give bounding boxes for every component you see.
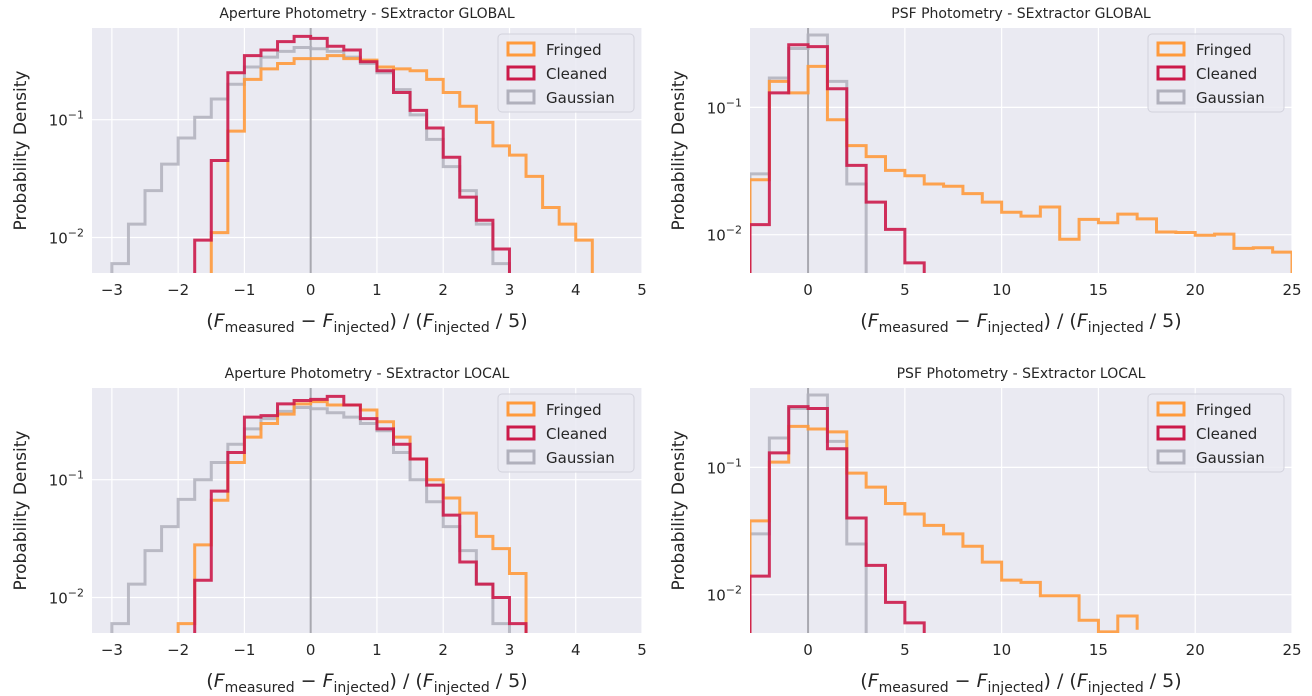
x-tick-label: 0 xyxy=(803,281,813,299)
x-tick-label: 3 xyxy=(505,281,515,299)
legend-label-gaussian: Gaussian xyxy=(546,89,615,107)
x-tick-label: 20 xyxy=(1186,641,1205,659)
y-tick-label: 10−1 xyxy=(707,456,742,477)
y-tick-label: 10−1 xyxy=(49,109,84,130)
legend-label-cleaned: Cleaned xyxy=(1196,65,1257,83)
x-tick-label: 4 xyxy=(571,281,581,299)
series-gaussian xyxy=(110,45,511,273)
series-fringed xyxy=(209,54,594,273)
x-tick-label: 0 xyxy=(803,641,813,659)
series-group xyxy=(110,394,528,633)
x-tick-label: 10 xyxy=(992,281,1011,299)
x-tick-label: 25 xyxy=(1282,641,1301,659)
legend: Fringed Cleaned Gaussian xyxy=(1147,393,1285,473)
x-tick-label: 10 xyxy=(992,641,1011,659)
legend-label-fringed: Fringed xyxy=(546,401,602,419)
series-cleaned xyxy=(750,405,926,633)
x-axis-label: (Fmeasured − Finjected) / (Finjected / 5… xyxy=(206,310,527,336)
legend-swatch-cleaned xyxy=(1156,425,1186,441)
y-tick-label: 10−2 xyxy=(49,227,84,248)
legend-label-fringed: Fringed xyxy=(1196,401,1252,419)
x-tick-label: 0 xyxy=(306,281,316,299)
x-tick-label: −1 xyxy=(233,641,255,659)
legend-label-fringed: Fringed xyxy=(1196,41,1252,59)
y-tick-label: 10−2 xyxy=(707,584,742,605)
x-axis-label: (Fmeasured − Finjected) / (Finjected / 5… xyxy=(206,670,527,696)
series-fringed xyxy=(750,424,1139,633)
y-axis-label: Probability Density xyxy=(669,431,689,591)
series-group xyxy=(750,33,1292,273)
y-axis-label: Probability Density xyxy=(11,431,31,591)
chart-panel-1: −3 −2 −1 0 1 2 3 4 5 10−1 10−2 Aperture Photometry … xyxy=(11,6,647,336)
x-tick-label: 4 xyxy=(571,641,581,659)
x-tick-label: 15 xyxy=(1089,281,1108,299)
y-tick-label: 10−1 xyxy=(49,469,84,490)
legend: Fringed Cleaned Gaussian xyxy=(497,33,635,113)
legend-swatch-gaussian xyxy=(506,89,536,105)
y-tick-label: 10−2 xyxy=(707,224,742,245)
x-tick-label: −3 xyxy=(101,641,123,659)
legend-swatch-fringed xyxy=(1156,41,1186,57)
series-cleaned xyxy=(193,394,528,633)
legend: Fringed Cleaned Gaussian xyxy=(497,393,635,473)
legend-label-gaussian: Gaussian xyxy=(1196,449,1265,467)
legend-label-cleaned: Cleaned xyxy=(546,65,607,83)
x-tick-label: −2 xyxy=(167,641,189,659)
legend-label-cleaned: Cleaned xyxy=(1196,425,1257,443)
x-tick-label: 5 xyxy=(900,281,910,299)
series-gaussian xyxy=(110,405,511,633)
y-axis-label: Probability Density xyxy=(669,71,689,231)
chart-panel-3: −3 −2 −1 0 1 2 3 4 5 10−1 10−2 Aperture Photometry … xyxy=(11,366,647,696)
x-tick-label: 2 xyxy=(438,641,448,659)
legend-label-gaussian: Gaussian xyxy=(546,449,615,467)
series-group xyxy=(110,34,594,273)
legend-swatch-fringed xyxy=(1156,401,1186,417)
chart-panel-2: 0 5 10 15 20 25 10−1 10−2 PSF Photometry - SExtr… xyxy=(669,6,1302,336)
legend-label-fringed: Fringed xyxy=(546,41,602,59)
legend-swatch-gaussian xyxy=(1156,449,1186,465)
legend-swatch-fringed xyxy=(506,401,536,417)
x-axis-label: (Fmeasured − Finjected) / (Finjected / 5… xyxy=(860,310,1181,336)
y-axis-label: Probability Density xyxy=(11,71,31,231)
x-tick-label: 1 xyxy=(372,641,382,659)
x-tick-label: 3 xyxy=(505,641,515,659)
legend-swatch-cleaned xyxy=(506,425,536,441)
series-group xyxy=(750,393,1139,633)
x-tick-label: −1 xyxy=(233,281,255,299)
x-tick-label: 20 xyxy=(1186,281,1205,299)
x-tick-label: 5 xyxy=(637,641,647,659)
legend: Fringed Cleaned Gaussian xyxy=(1147,33,1285,113)
x-tick-label: 15 xyxy=(1089,641,1108,659)
x-tick-label: 1 xyxy=(372,281,382,299)
legend-swatch-cleaned xyxy=(506,65,536,81)
chart-panel-4: 0 5 10 15 20 25 10−1 10−2 PSF Photometry - SExtr… xyxy=(669,366,1302,696)
x-tick-label: 5 xyxy=(637,281,647,299)
series-cleaned xyxy=(750,43,926,273)
x-axis-label: (Fmeasured − Finjected) / (Finjected / 5… xyxy=(860,670,1181,696)
x-tick-label: 2 xyxy=(438,281,448,299)
legend-swatch-fringed xyxy=(506,41,536,57)
x-tick-label: 0 xyxy=(306,641,316,659)
y-tick-label: 10−2 xyxy=(49,587,84,608)
chart-title: Aperture Photometry - SExtractor LOCAL xyxy=(225,366,510,382)
series-cleaned xyxy=(193,34,511,273)
x-tick-label: 25 xyxy=(1282,281,1301,299)
legend-label-cleaned: Cleaned xyxy=(546,425,607,443)
chart-title: PSF Photometry - SExtractor LOCAL xyxy=(897,366,1146,382)
chart-title: Aperture Photometry - SExtractor GLOBAL xyxy=(219,6,515,22)
x-tick-label: −2 xyxy=(167,281,189,299)
x-tick-label: −3 xyxy=(101,281,123,299)
legend-swatch-cleaned xyxy=(1156,65,1186,81)
x-tick-label: 5 xyxy=(900,641,910,659)
y-tick-label: 10−1 xyxy=(707,96,742,117)
legend-label-gaussian: Gaussian xyxy=(1196,89,1265,107)
series-fringed xyxy=(750,64,1292,273)
legend-swatch-gaussian xyxy=(506,449,536,465)
legend-swatch-gaussian xyxy=(1156,89,1186,105)
chart-title: PSF Photometry - SExtractor GLOBAL xyxy=(891,6,1151,22)
